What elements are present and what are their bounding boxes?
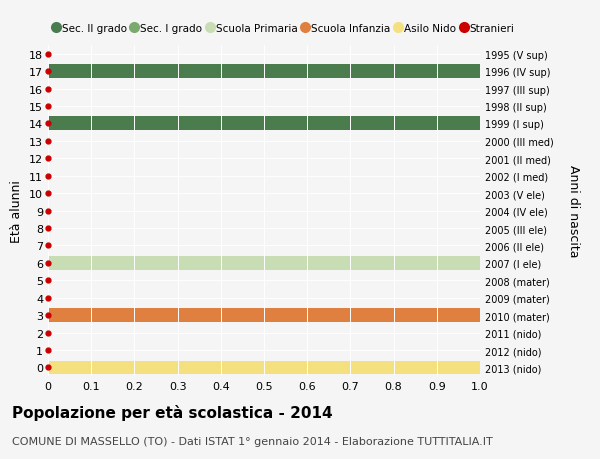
- Bar: [48, 257, 480, 270]
- Y-axis label: Anni di nascita: Anni di nascita: [568, 165, 581, 257]
- Text: COMUNE DI MASSELLO (TO) - Dati ISTAT 1° gennaio 2014 - Elaborazione TUTTITALIA.I: COMUNE DI MASSELLO (TO) - Dati ISTAT 1° …: [12, 436, 493, 446]
- Bar: [48, 65, 480, 79]
- Bar: [48, 117, 480, 131]
- Bar: [48, 361, 480, 375]
- Y-axis label: Età alunni: Età alunni: [10, 180, 23, 242]
- Legend: Sec. II grado, Sec. I grado, Scuola Primaria, Scuola Infanzia, Asilo Nido, Stran: Sec. II grado, Sec. I grado, Scuola Prim…: [53, 24, 514, 34]
- Bar: [48, 308, 480, 323]
- Text: Popolazione per età scolastica - 2014: Popolazione per età scolastica - 2014: [12, 404, 332, 420]
